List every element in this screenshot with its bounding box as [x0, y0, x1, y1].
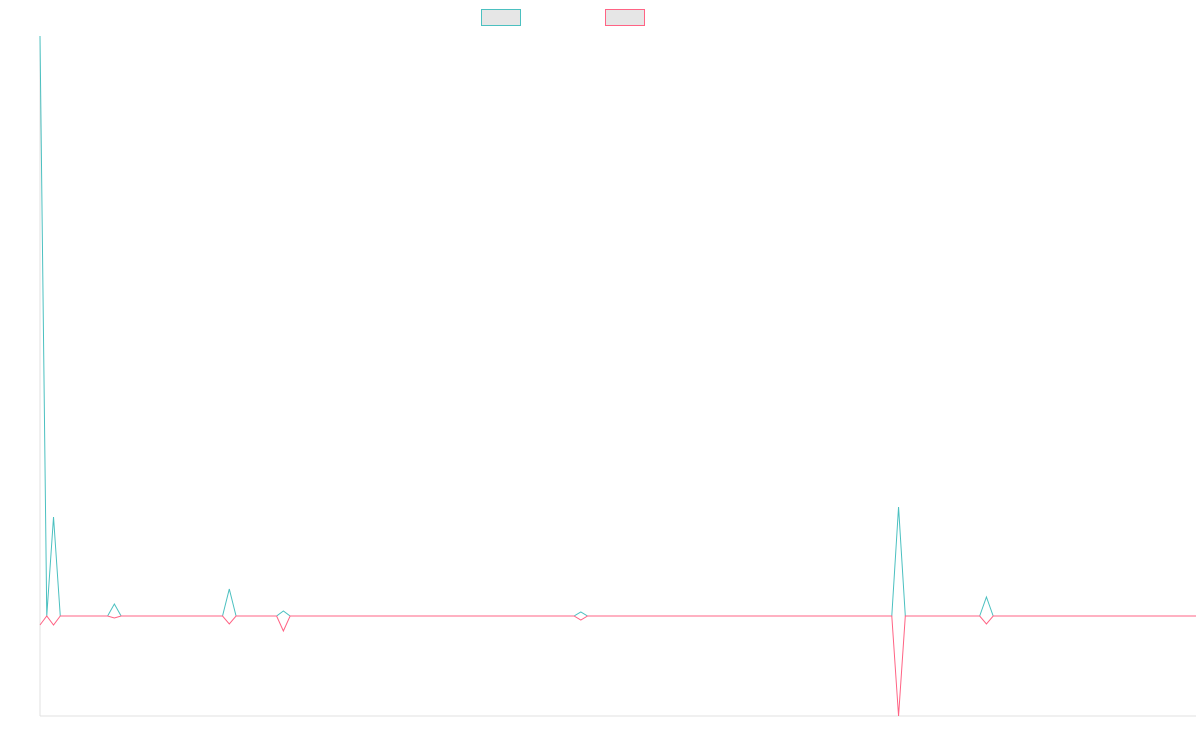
legend	[481, 9, 645, 26]
legend-swatch-1	[481, 9, 521, 26]
series-line-2	[39, 615, 1196, 717]
series-line-1	[39, 35, 1196, 617]
series-layer	[39, 35, 1196, 717]
legend-swatch-2	[605, 9, 645, 26]
axes	[39, 36, 1196, 717]
